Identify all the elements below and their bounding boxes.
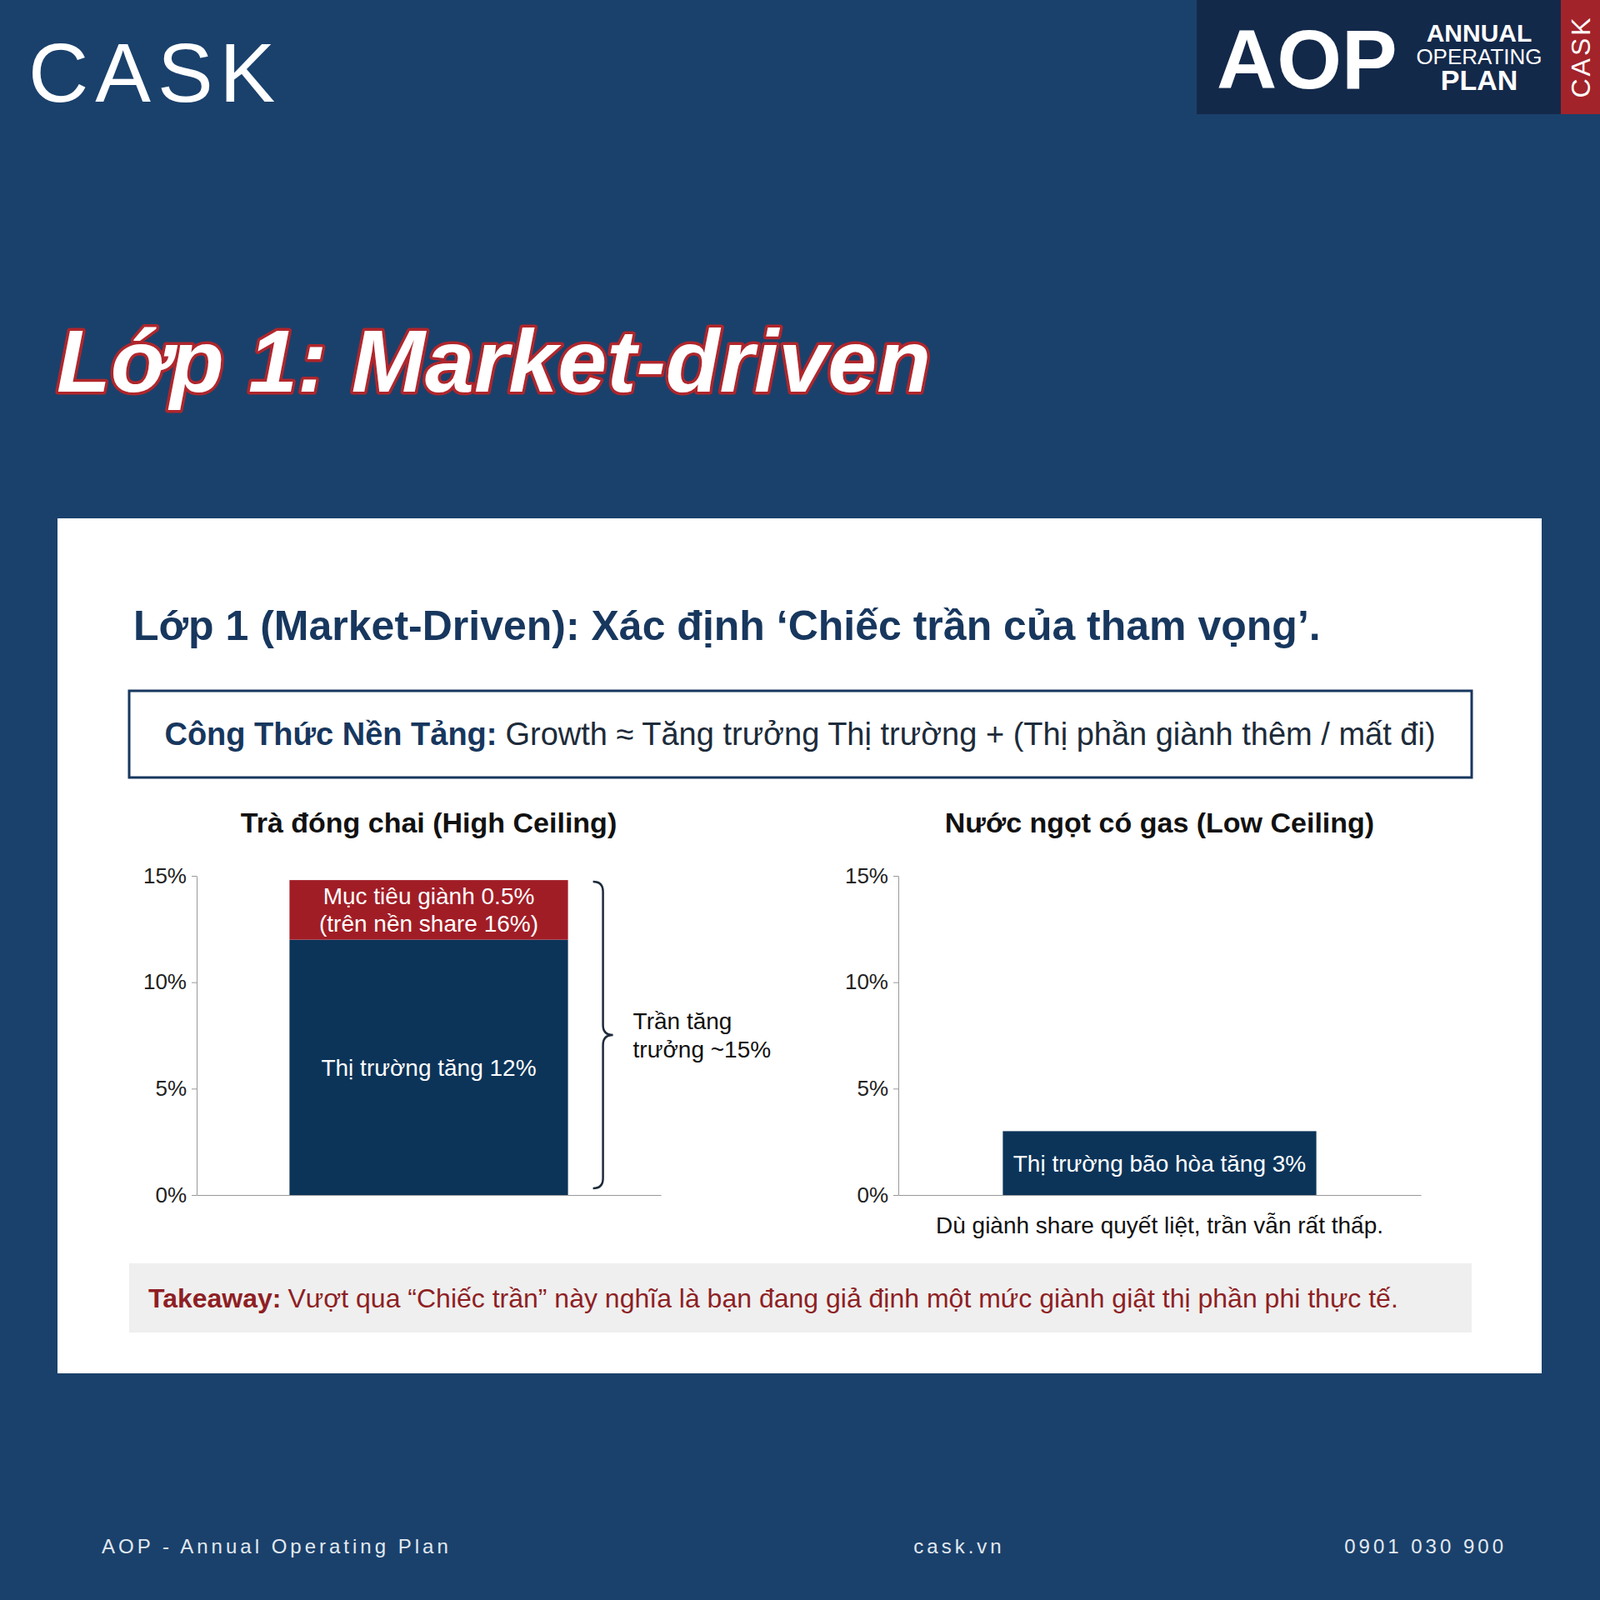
annotation: Trần tăngtrưởng ~15%: [633, 1008, 772, 1063]
panel-title: Lớp 1 (Market-Driven): Xác định ‘Chiếc t…: [133, 602, 1321, 650]
text-line: (trên nền share 16%): [319, 910, 539, 937]
badge-box: [1196, 0, 1561, 115]
text-line: Trần tăng: [633, 1008, 733, 1035]
axis-line: [196, 876, 198, 1196]
axis-line: [898, 876, 900, 1196]
bars: [289, 880, 568, 1195]
axis-line: [197, 1195, 662, 1196]
bar-labels: Thị trường bão hòa tăng 3%: [1013, 1150, 1307, 1176]
text-line: Thị trường tăng 12%: [320, 1054, 536, 1080]
y-axis: 0% 5% 10% 15%: [143, 863, 198, 1208]
formula: Công Thức Nền Tảng:Growth ≈ Tăng trưởng …: [164, 716, 1435, 752]
bars: [1002, 1130, 1316, 1195]
tick-mark: [893, 982, 899, 984]
chart-title: Nước ngọt có gas (Low Ceiling): [945, 806, 1375, 839]
chart: Trà đóng chai (High Ceiling) 0% 5% 10% 15% Th…: [143, 806, 771, 1208]
bar-label: Thị trường bão hòa tăng 3%: [1013, 1150, 1307, 1176]
tick-mark: [893, 875, 899, 877]
chart: Nước ngọt có gas (Low Ceiling) 0% 5% 10% 15%…: [845, 806, 1422, 1239]
tick: 10%: [143, 969, 197, 995]
footer-center: cask.vn: [913, 1535, 1005, 1558]
footer-right: 0901 030 900: [1344, 1535, 1507, 1558]
tick-label: 10%: [845, 969, 889, 995]
y-axis: 0% 5% 10% 15%: [845, 863, 900, 1208]
takeaway-text: Vượt qua “Chiếc trần” này nghĩa là bạn đ…: [288, 1283, 1399, 1314]
chart-title: Trà đóng chai (High Ceiling): [240, 806, 617, 839]
tick: 0%: [856, 1182, 899, 1208]
takeaway-box: [129, 1263, 1472, 1333]
tick: 15%: [143, 863, 197, 889]
text-line: Thị trường bão hòa tăng 3%: [1013, 1150, 1307, 1176]
bar: [289, 940, 568, 1195]
tick: 0%: [155, 1182, 197, 1208]
bar-label: Thị trường tăng 12%: [320, 1054, 536, 1080]
tick-label: 15%: [845, 863, 889, 889]
axis-line: [899, 1195, 1422, 1196]
badge-line: ANNUAL: [1426, 19, 1533, 47]
logo: CASK: [28, 25, 282, 120]
tick-label: 10%: [143, 969, 187, 995]
tick-mark: [893, 1195, 899, 1196]
tick-label: 0%: [155, 1182, 187, 1208]
badge-big: AOP: [1216, 12, 1398, 106]
badge-side: CASK: [1565, 15, 1596, 98]
formula-box: [129, 690, 1472, 778]
formula-label: Công Thức Nền Tảng:: [164, 716, 497, 752]
takeaway: Takeaway:Vượt qua “Chiếc trần” này nghĩa…: [148, 1283, 1399, 1314]
bar-label: Mục tiêu giành 0.5%(trên nền share 16%): [319, 883, 539, 937]
panel: [57, 518, 1542, 1374]
slide-title: Lớp 1: Market-driven: [56, 311, 931, 410]
badge-strip: [1560, 0, 1600, 115]
bar: [289, 880, 568, 940]
page: CASKAOPANNUALOPERATINGPLANCASKLớp 1: Mar…: [0, 0, 1600, 1600]
tick: 15%: [845, 863, 899, 889]
tick-mark: [191, 982, 197, 984]
chart-note: Dù giành share quyết liệt, trần vẫn rất …: [935, 1212, 1384, 1239]
tick-label: 15%: [143, 863, 187, 889]
tick: 10%: [845, 969, 899, 995]
tick-label: 0%: [856, 1182, 889, 1208]
bracket: [593, 881, 614, 1189]
text-line: trưởng ~15%: [633, 1036, 772, 1063]
tick-mark: [191, 875, 197, 877]
text-line: Mục tiêu giành 0.5%: [323, 883, 535, 910]
tick-mark: [191, 1088, 197, 1090]
footer-left: AOP - Annual Operating Plan: [101, 1535, 452, 1558]
tick-label: 5%: [155, 1075, 187, 1101]
takeaway-label: Takeaway:: [148, 1283, 282, 1314]
tick-mark: [191, 1195, 197, 1196]
badge-line: PLAN: [1440, 64, 1519, 96]
bar-labels: Thị trường tăng 12% Mục tiêu giành 0.5%(t…: [319, 883, 539, 1080]
bar: [1002, 1130, 1316, 1195]
tick-label: 5%: [856, 1075, 889, 1101]
formula-text: Growth ≈ Tăng trưởng Thị trường + (Thị p…: [505, 716, 1436, 752]
tick: 5%: [856, 1075, 899, 1101]
tick-mark: [893, 1088, 899, 1090]
tick: 5%: [155, 1075, 197, 1101]
